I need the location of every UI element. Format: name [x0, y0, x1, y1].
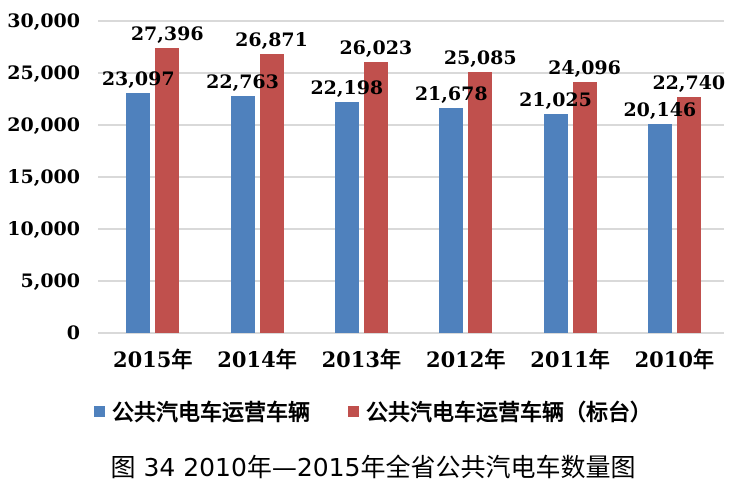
legend-item-standard-units: 公共汽电车运营车辆（标台）	[348, 395, 652, 427]
bar-data-label: 22,763	[206, 71, 279, 94]
x-axis-tick-label: 2011年	[530, 347, 610, 372]
legend-item-operating-vehicles: 公共汽电车运营车辆	[93, 395, 310, 427]
bar-blue-2011年	[543, 114, 568, 333]
bar-blue-2014年	[230, 96, 255, 333]
bar-data-label: 22,740	[652, 71, 726, 94]
gridline	[98, 20, 724, 22]
gridline	[98, 280, 724, 282]
bar-data-label: 23,097	[101, 67, 175, 90]
bar-red-2014年	[259, 53, 284, 333]
bar-red-2010年	[676, 96, 701, 333]
bar-data-label: 22,198	[310, 77, 384, 100]
bar-blue-2010年	[647, 123, 672, 333]
x-axis-tick-label: 2012年	[425, 347, 506, 372]
legend-label: 公共汽电车运营车辆	[111, 401, 310, 426]
gridline	[98, 124, 724, 126]
y-axis-tick-label: 0	[66, 322, 80, 344]
x-axis-tick-label: 2014年	[217, 347, 297, 372]
bar-data-label: 27,396	[130, 23, 204, 46]
chart-legend: 公共汽电车运营车辆 公共汽电车运营车辆（标台）	[0, 395, 746, 427]
bar-data-label: 26,871	[235, 28, 308, 51]
x-axis-tick-label: 2015年	[112, 347, 193, 372]
y-axis-tick-label: 10,000	[7, 218, 80, 240]
y-axis-tick-label: 15,000	[7, 166, 80, 188]
y-axis-tick-label: 20,000	[7, 114, 80, 136]
bar-data-label: 25,085	[443, 47, 517, 70]
gridline	[98, 332, 724, 334]
bar-data-label: 21,678	[414, 82, 488, 105]
y-axis-tick-label: 5,000	[20, 270, 81, 292]
bar-data-label: 24,096	[548, 57, 621, 80]
y-axis-tick-label: 25,000	[7, 62, 80, 84]
legend-label: 公共汽电车运营车辆（标台）	[366, 401, 653, 426]
bar-blue-2012年	[439, 107, 464, 333]
bar-blue-2013年	[334, 102, 359, 333]
bar-red-2011年	[572, 82, 597, 333]
bar-data-label: 26,023	[339, 37, 413, 60]
gridline	[98, 176, 724, 178]
bar-data-label: 20,146	[623, 98, 697, 121]
x-axis-tick-label: 2013年	[321, 347, 402, 372]
bar-red-2015年	[155, 48, 180, 333]
x-axis-tick-label: 2010年	[634, 347, 715, 372]
gridline	[98, 228, 724, 230]
bar-blue-2015年	[126, 92, 151, 333]
legend-swatch-icon	[93, 405, 105, 417]
gridline	[98, 72, 724, 74]
y-axis-tick-label: 30,000	[7, 10, 80, 32]
figure-caption: 图 34 2010年—2015年全省公共汽电车数量图	[110, 453, 636, 482]
legend-swatch-icon	[348, 405, 359, 417]
bar-red-2013年	[363, 62, 388, 333]
bar-data-label: 21,025	[519, 89, 592, 112]
bar-red-2012年	[468, 72, 493, 333]
